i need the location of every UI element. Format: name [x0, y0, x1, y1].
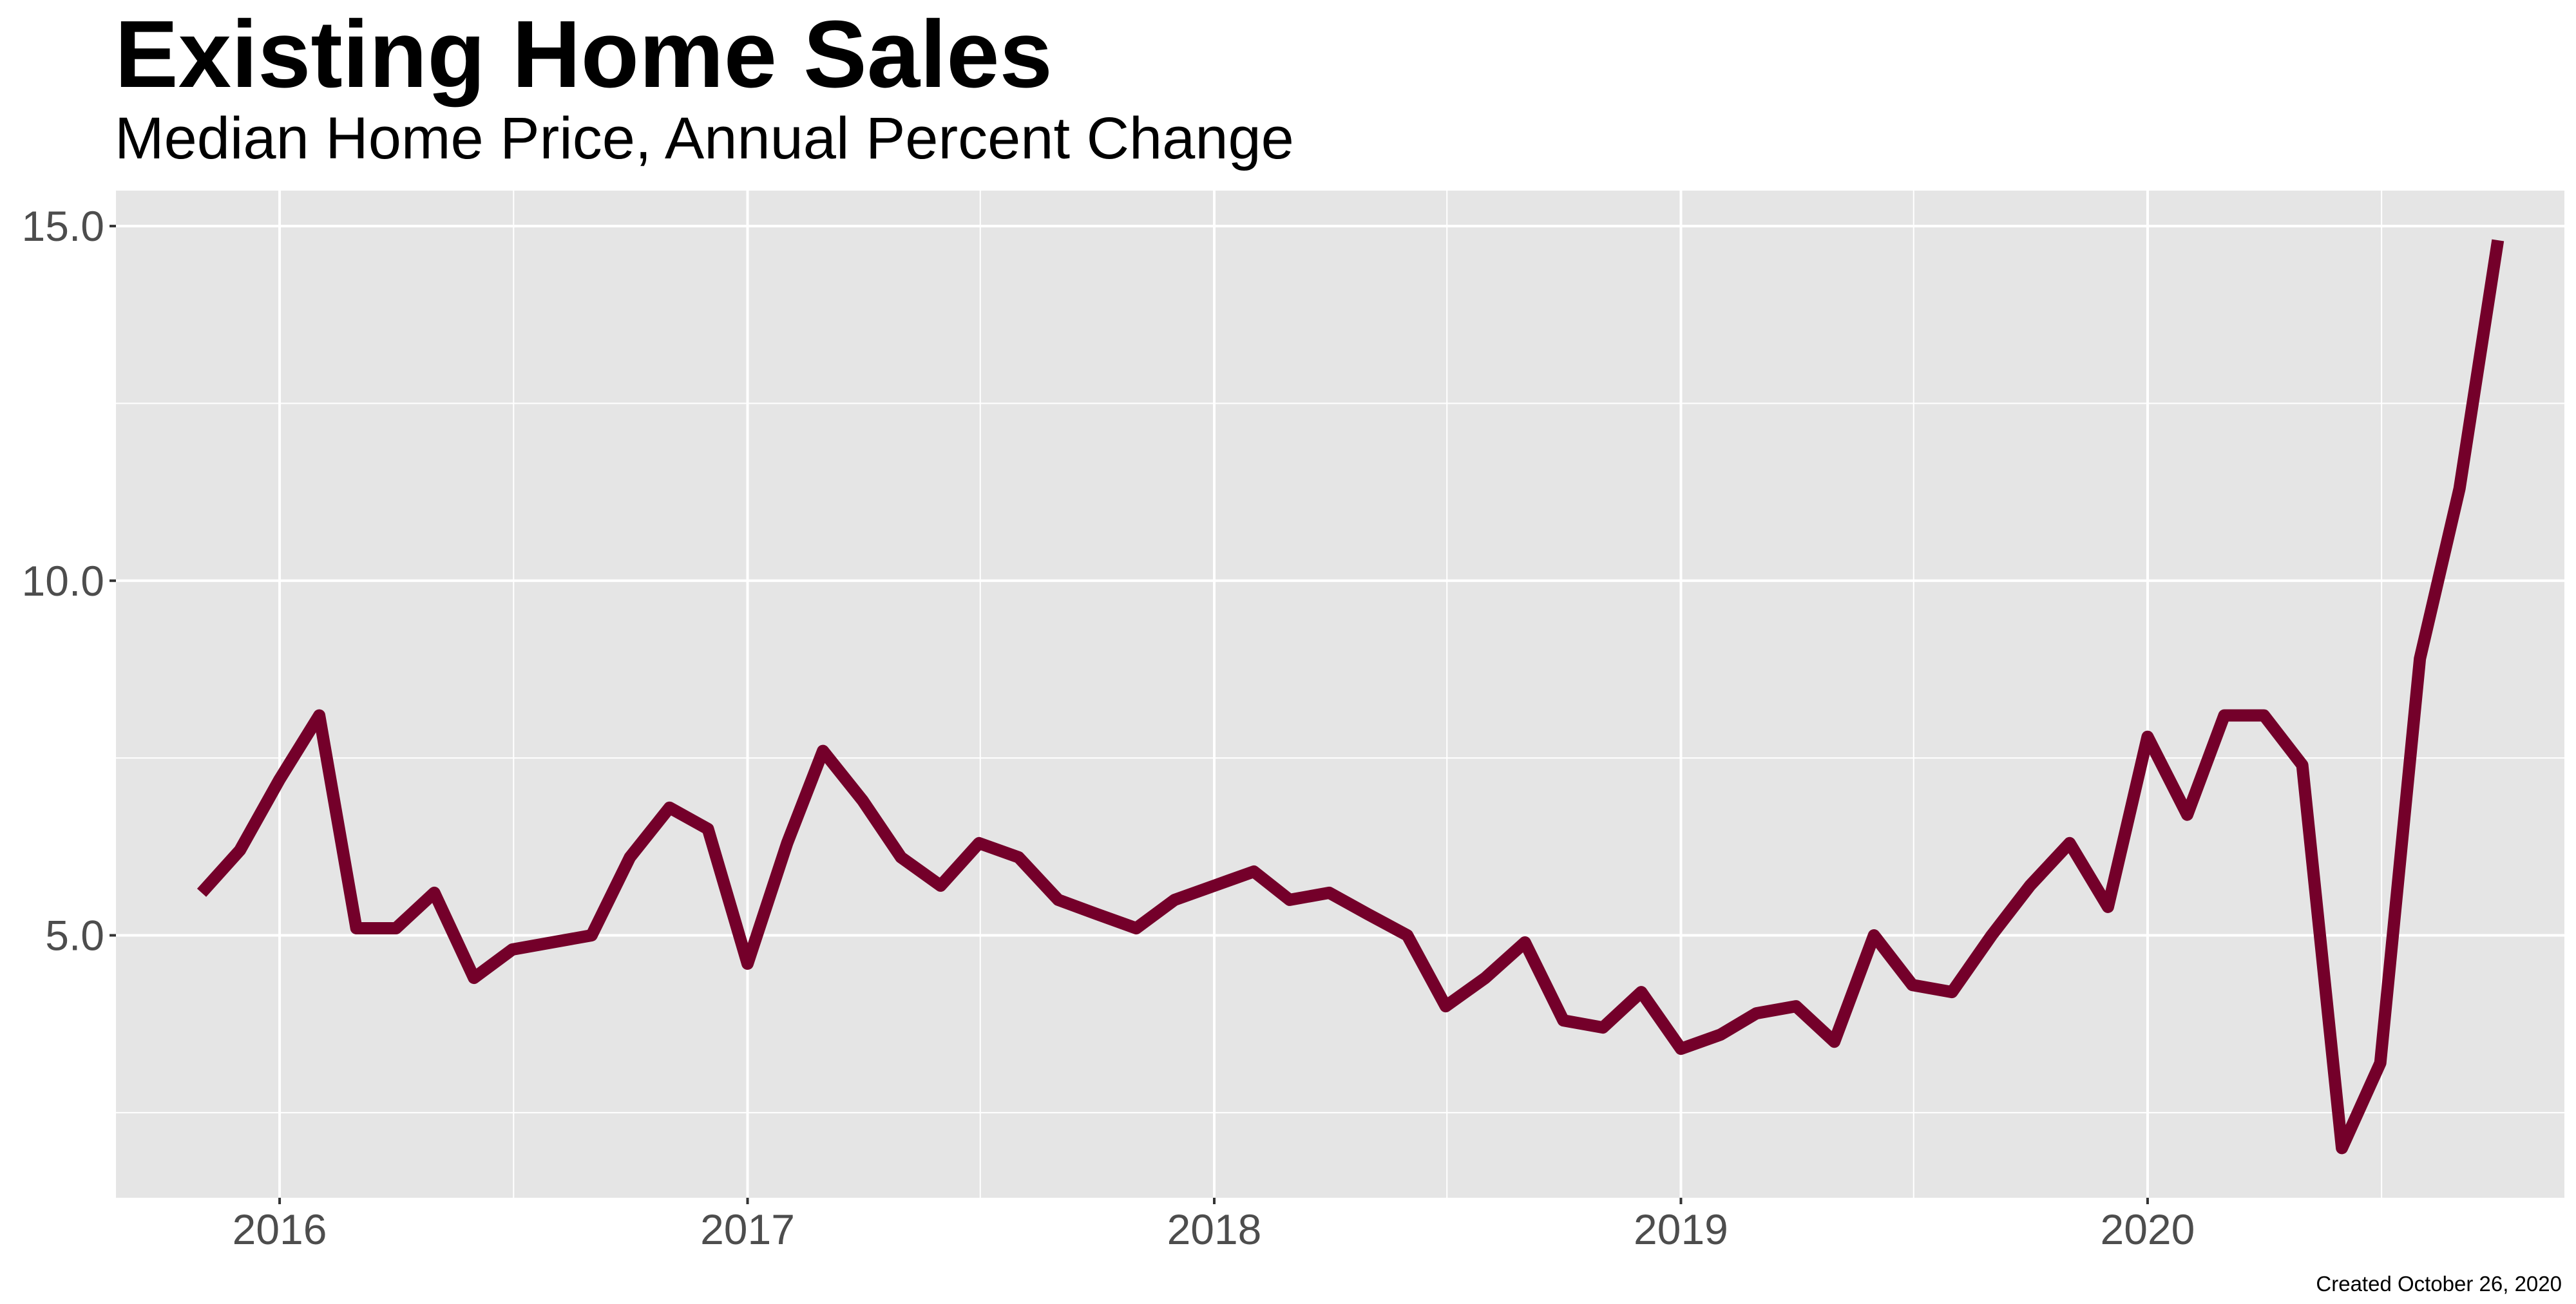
- axis-tick-marks: [110, 225, 2149, 1204]
- chart-title: Existing Home Sales: [115, 1, 1053, 108]
- x-axis-labels: 2016 2017 2018 2019 2020: [233, 1205, 2195, 1253]
- y-tick-label: 10.0: [22, 557, 104, 605]
- plot-panel: [116, 191, 2564, 1198]
- y-axis-labels: 5.0 10.0 15.0: [22, 202, 104, 959]
- x-tick-label: 2018: [1167, 1205, 1262, 1253]
- y-tick-label: 5.0: [45, 911, 104, 959]
- chart-subtitle: Median Home Price, Annual Percent Change: [115, 106, 1294, 171]
- x-tick-label: 2016: [233, 1205, 327, 1253]
- major-gridlines: [116, 191, 2564, 1198]
- y-tick-label: 15.0: [22, 202, 104, 250]
- x-tick-label: 2019: [1634, 1205, 1728, 1253]
- x-tick-label: 2020: [2101, 1205, 2195, 1253]
- series-layer: [196, 239, 2504, 1155]
- x-tick-label: 2017: [700, 1205, 795, 1253]
- series-line: [196, 239, 2504, 1155]
- created-date-caption: Created October 26, 2020: [2316, 1272, 2562, 1296]
